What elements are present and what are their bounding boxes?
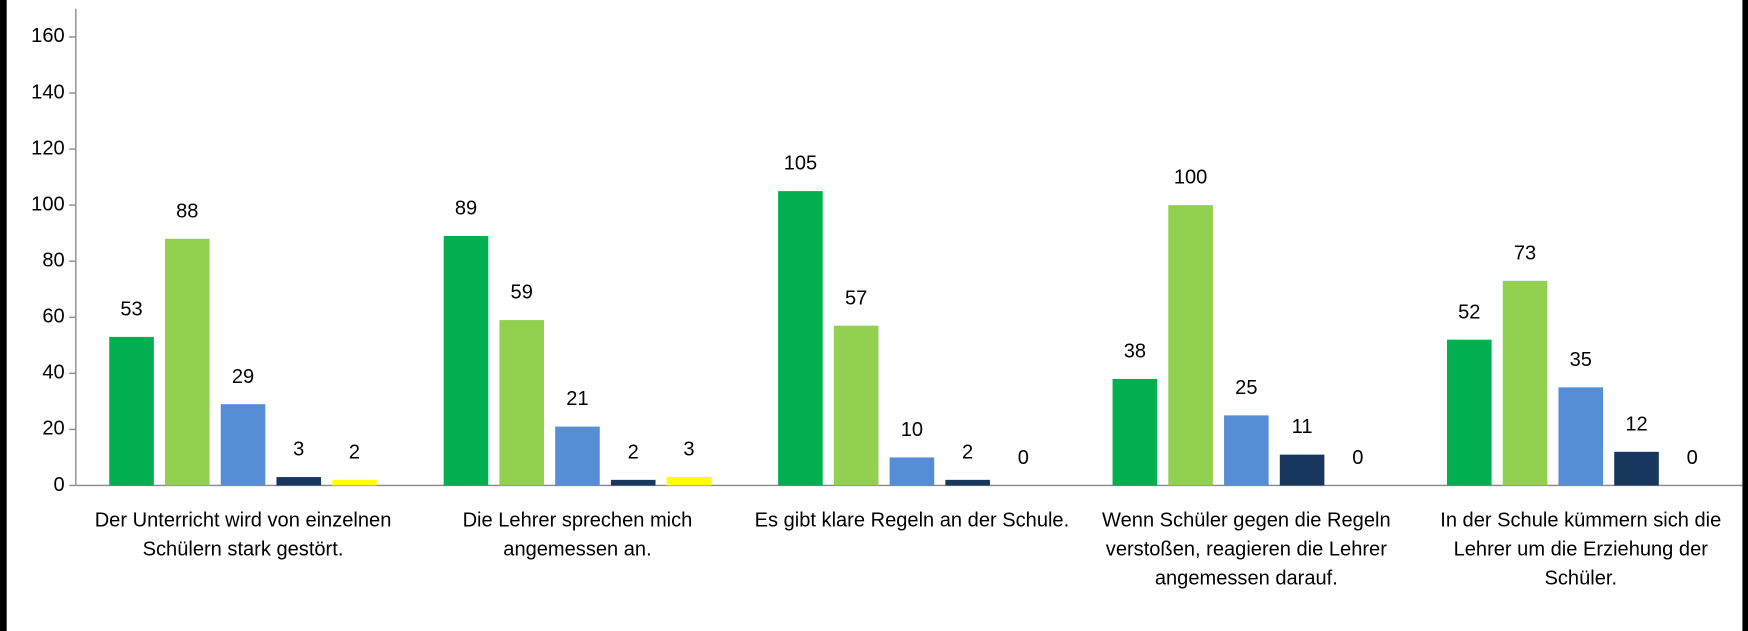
x-tick-label: Der Unterricht wird von einzelnen Schüle… (94, 508, 392, 560)
bar (164, 238, 210, 486)
bar (1614, 451, 1659, 486)
bar (833, 325, 879, 486)
data-label: 52 (1458, 301, 1480, 323)
x-label-box: Die Lehrer sprechen mich angemessen an. (462, 508, 693, 560)
data-label: 10 (901, 419, 923, 441)
data-label: 12 (1625, 413, 1647, 435)
x-label-box: Der Unterricht wird von einzelnen Schüle… (94, 508, 392, 560)
data-label: 29 (232, 366, 254, 388)
data-label: 21 (566, 388, 588, 410)
y-tick-label: 160 (31, 25, 64, 47)
x-label-box: In der Schule kümmern sich die Lehrer um… (1440, 508, 1722, 589)
data-label: 35 (1570, 349, 1592, 371)
data-label: 89 (455, 198, 477, 220)
data-label: 3 (293, 439, 304, 461)
y-tick-label: 120 (31, 137, 64, 159)
bar (443, 235, 489, 486)
data-label: 11 (1292, 416, 1313, 438)
bar (332, 479, 377, 486)
x-label-box: Wenn Schüler gegen die Regeln verstoßen,… (1102, 508, 1391, 589)
data-label: 59 (511, 282, 533, 304)
bar (220, 404, 266, 486)
y-tick-label: 40 (42, 362, 64, 384)
frame-right (1742, 0, 1748, 631)
bar (610, 479, 656, 486)
data-label: 25 (1235, 377, 1257, 399)
x-tick-label: Die Lehrer sprechen mich angemessen an. (462, 508, 693, 560)
bar (666, 477, 712, 486)
data-label: 57 (845, 287, 867, 309)
y-tick-label: 140 (31, 81, 64, 103)
data-label: 100 (1174, 167, 1207, 189)
y-tick-label: 100 (31, 193, 64, 215)
data-label: 0 (1352, 447, 1363, 469)
bar (499, 320, 545, 486)
data-label: 2 (628, 442, 639, 464)
y-tick-label: 80 (42, 250, 64, 272)
bar (778, 191, 823, 486)
x-tick-label: In der Schule kümmern sich die Lehrer um… (1440, 508, 1722, 589)
frame-left (0, 0, 7, 631)
bar (1558, 387, 1604, 486)
bar (889, 457, 935, 486)
data-label: 53 (120, 299, 142, 321)
x-label-box: Es gibt klare Regeln an der Schule. (754, 508, 1070, 532)
y-tick-label: 60 (42, 306, 64, 328)
data-label: 2 (349, 442, 360, 464)
bar (1502, 280, 1548, 486)
data-label: 105 (784, 153, 817, 175)
y-tick-label: 20 (42, 418, 64, 440)
x-tick-label: Wenn Schüler gegen die Regeln verstoßen,… (1102, 508, 1391, 589)
bar (276, 477, 322, 486)
data-label: 38 (1124, 341, 1146, 363)
data-label: 88 (176, 200, 198, 222)
bar (1112, 378, 1158, 486)
bar (109, 336, 154, 486)
x-tick-label: Es gibt klare Regeln an der Schule. (754, 508, 1070, 532)
y-tick-label: 0 (53, 474, 64, 496)
bar (945, 479, 990, 486)
data-label: 0 (1018, 447, 1029, 469)
bar (1279, 454, 1325, 486)
bar (1168, 205, 1213, 486)
data-label: 2 (962, 442, 973, 464)
bar (555, 426, 600, 486)
data-label: 0 (1687, 447, 1698, 469)
bar (1224, 415, 1269, 486)
data-label: 3 (683, 439, 694, 461)
data-label: 73 (1514, 242, 1536, 264)
bar (1447, 339, 1492, 486)
